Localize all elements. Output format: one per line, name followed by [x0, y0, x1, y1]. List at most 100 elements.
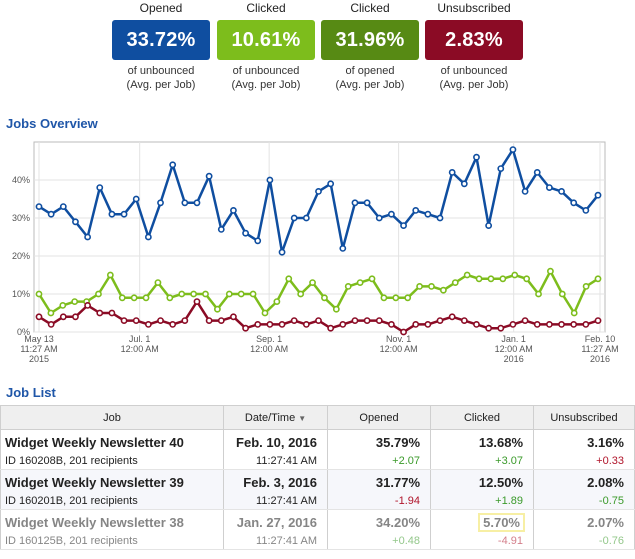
table-row[interactable]: Widget Weekly Newsletter 40 ID 160208B, 2… — [0, 429, 635, 470]
data-point — [261, 309, 269, 317]
data-point — [327, 324, 335, 332]
data-point — [523, 275, 531, 283]
x-tick-label: 2016 — [504, 354, 524, 364]
data-point — [290, 317, 298, 324]
data-point — [47, 320, 55, 328]
job-meta: ID 160201B, 201 recipients — [5, 495, 138, 507]
y-tick-label: 30% — [12, 213, 30, 223]
job-name[interactable]: Widget Weekly Newsletter 39 — [5, 475, 184, 490]
data-point — [84, 301, 92, 309]
data-point — [169, 320, 177, 328]
table-row[interactable]: Widget Weekly Newsletter 39 ID 160201B, 2… — [0, 469, 635, 510]
data-point — [278, 320, 286, 328]
data-point — [412, 207, 420, 214]
job-meta: ID 160208B, 201 recipients — [5, 455, 138, 467]
unsub-value: 3.16% — [587, 435, 624, 450]
data-point — [412, 320, 420, 328]
stat-label: Clicked — [350, 1, 390, 15]
opened-value: 31.77% — [375, 475, 420, 490]
data-point — [473, 320, 480, 328]
col-header-job[interactable]: Job — [0, 405, 224, 430]
data-point — [363, 317, 371, 324]
data-point — [132, 195, 140, 203]
unsub-value: 2.08% — [587, 475, 624, 490]
x-tick-label: 12:00 AM — [380, 344, 418, 354]
data-point — [558, 188, 565, 195]
table-row[interactable]: Widget Weekly Newsletter 38 ID 160125B, 2… — [0, 509, 635, 550]
summary-stats: Opened 33.72% of unbounced (Avg. per Job)… — [0, 0, 635, 110]
data-point — [392, 294, 400, 302]
unsub-delta: -0.76 — [598, 535, 624, 547]
stat-unsubscribed: Unsubscribed 2.83% of unbounced (Avg. per… — [425, 0, 523, 92]
data-point — [157, 317, 164, 324]
data-point — [485, 222, 493, 229]
x-tick-label: Nov. 1 — [386, 334, 411, 344]
opened-delta: +0.48 — [392, 535, 420, 547]
data-point — [509, 146, 517, 153]
col-header-datetime[interactable]: Date/Time ▼ — [223, 405, 328, 430]
data-point — [475, 275, 483, 283]
data-point — [339, 245, 347, 252]
data-point — [130, 294, 138, 302]
data-point — [230, 207, 237, 214]
job-name[interactable]: Widget Weekly Newsletter 40 — [5, 435, 184, 450]
opened-delta: -1.94 — [394, 495, 420, 507]
data-point — [497, 165, 505, 172]
data-point — [225, 290, 233, 298]
data-point — [473, 153, 480, 161]
data-point — [214, 305, 221, 313]
data-point — [217, 226, 225, 233]
x-tick-label: 12:00 AM — [121, 344, 159, 354]
clicked-value: 13.68% — [478, 435, 523, 450]
data-point — [108, 210, 116, 218]
sort-desc-icon: ▼ — [298, 413, 307, 423]
data-point — [72, 218, 79, 226]
data-point — [400, 328, 407, 336]
job-list-title: Job List — [6, 385, 56, 400]
stat-subtext: of unbounced (Avg. per Job) — [439, 65, 509, 91]
data-point — [582, 207, 590, 214]
col-header-unsubscribed[interactable]: Unsubscribed — [533, 405, 635, 430]
data-point — [193, 199, 201, 207]
data-point — [558, 290, 566, 298]
data-point — [254, 320, 262, 328]
data-point — [521, 317, 529, 324]
data-point — [132, 317, 140, 324]
clicked-delta: +1.89 — [495, 495, 523, 507]
unsub-delta: -0.75 — [598, 495, 624, 507]
data-point — [96, 184, 104, 191]
data-point — [545, 184, 553, 191]
data-point — [509, 320, 517, 328]
data-point — [297, 290, 305, 298]
data-point — [205, 172, 213, 180]
data-point — [266, 176, 274, 184]
data-point — [315, 188, 322, 195]
data-point — [327, 180, 335, 188]
job-list-table: Job Date/Time ▼ Opened Clicked Unsubscrib… — [0, 405, 635, 559]
highlighted-value: 5.70% — [478, 513, 525, 532]
data-point — [47, 309, 55, 317]
col-header-opened[interactable]: Opened — [327, 405, 431, 430]
col-header-clicked[interactable]: Clicked — [430, 405, 534, 430]
data-point — [351, 199, 359, 207]
data-point — [47, 210, 55, 218]
opened-value: 34.20% — [375, 515, 420, 530]
data-point — [202, 290, 209, 298]
stat-subtext: of unbounced (Avg. per Job) — [126, 65, 196, 91]
x-tick-label: May 13 — [24, 334, 54, 344]
data-point — [533, 169, 541, 176]
data-point — [594, 317, 602, 324]
data-point — [237, 290, 245, 298]
job-name[interactable]: Widget Weekly Newsletter 38 — [5, 515, 184, 530]
data-point — [166, 294, 174, 302]
plot-area — [33, 141, 606, 333]
data-point — [558, 320, 565, 328]
data-point — [582, 282, 590, 290]
x-tick-label: Feb. 10 — [585, 334, 616, 344]
data-point — [424, 210, 432, 218]
data-point — [205, 317, 213, 324]
x-tick-label: 11:27 AM — [20, 344, 57, 354]
data-point — [290, 214, 298, 222]
data-point — [570, 199, 578, 207]
